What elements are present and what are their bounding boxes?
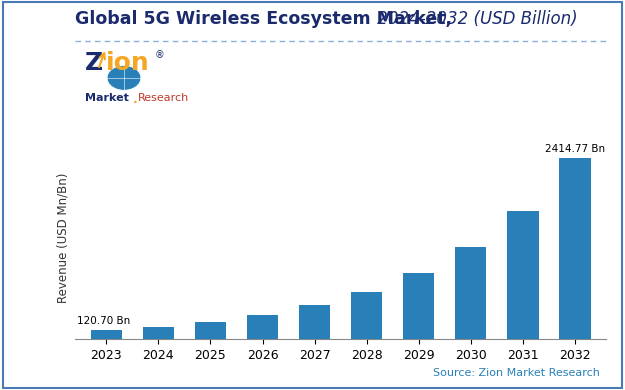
- Bar: [142, 327, 174, 339]
- Text: Source: Zion Market Research: Source: Zion Market Research: [433, 368, 600, 378]
- Text: 120.70 Bn: 120.70 Bn: [77, 316, 130, 326]
- Bar: [247, 315, 278, 339]
- Bar: [559, 158, 591, 339]
- Bar: [195, 322, 226, 339]
- Text: Research: Research: [138, 94, 189, 103]
- Text: ion: ion: [106, 51, 150, 75]
- Text: Z: Z: [84, 51, 102, 75]
- Bar: [91, 330, 122, 339]
- Text: 2024-2032 (USD Billion): 2024-2032 (USD Billion): [372, 10, 578, 28]
- Bar: [299, 305, 330, 339]
- Text: Global 5G Wireless Ecosystem Market,: Global 5G Wireless Ecosystem Market,: [75, 10, 452, 28]
- Bar: [455, 247, 486, 339]
- Circle shape: [107, 66, 141, 90]
- Bar: [508, 211, 539, 339]
- Text: CAGR : 39.50%: CAGR : 39.50%: [72, 366, 178, 379]
- Text: .: .: [133, 94, 138, 106]
- Y-axis label: Revenue (USD Mn/Bn): Revenue (USD Mn/Bn): [56, 173, 69, 303]
- Bar: [403, 273, 434, 339]
- Bar: [351, 292, 382, 339]
- Text: 2414.77 Bn: 2414.77 Bn: [545, 144, 605, 154]
- Text: Market: Market: [84, 94, 129, 103]
- Text: ®: ®: [154, 50, 164, 60]
